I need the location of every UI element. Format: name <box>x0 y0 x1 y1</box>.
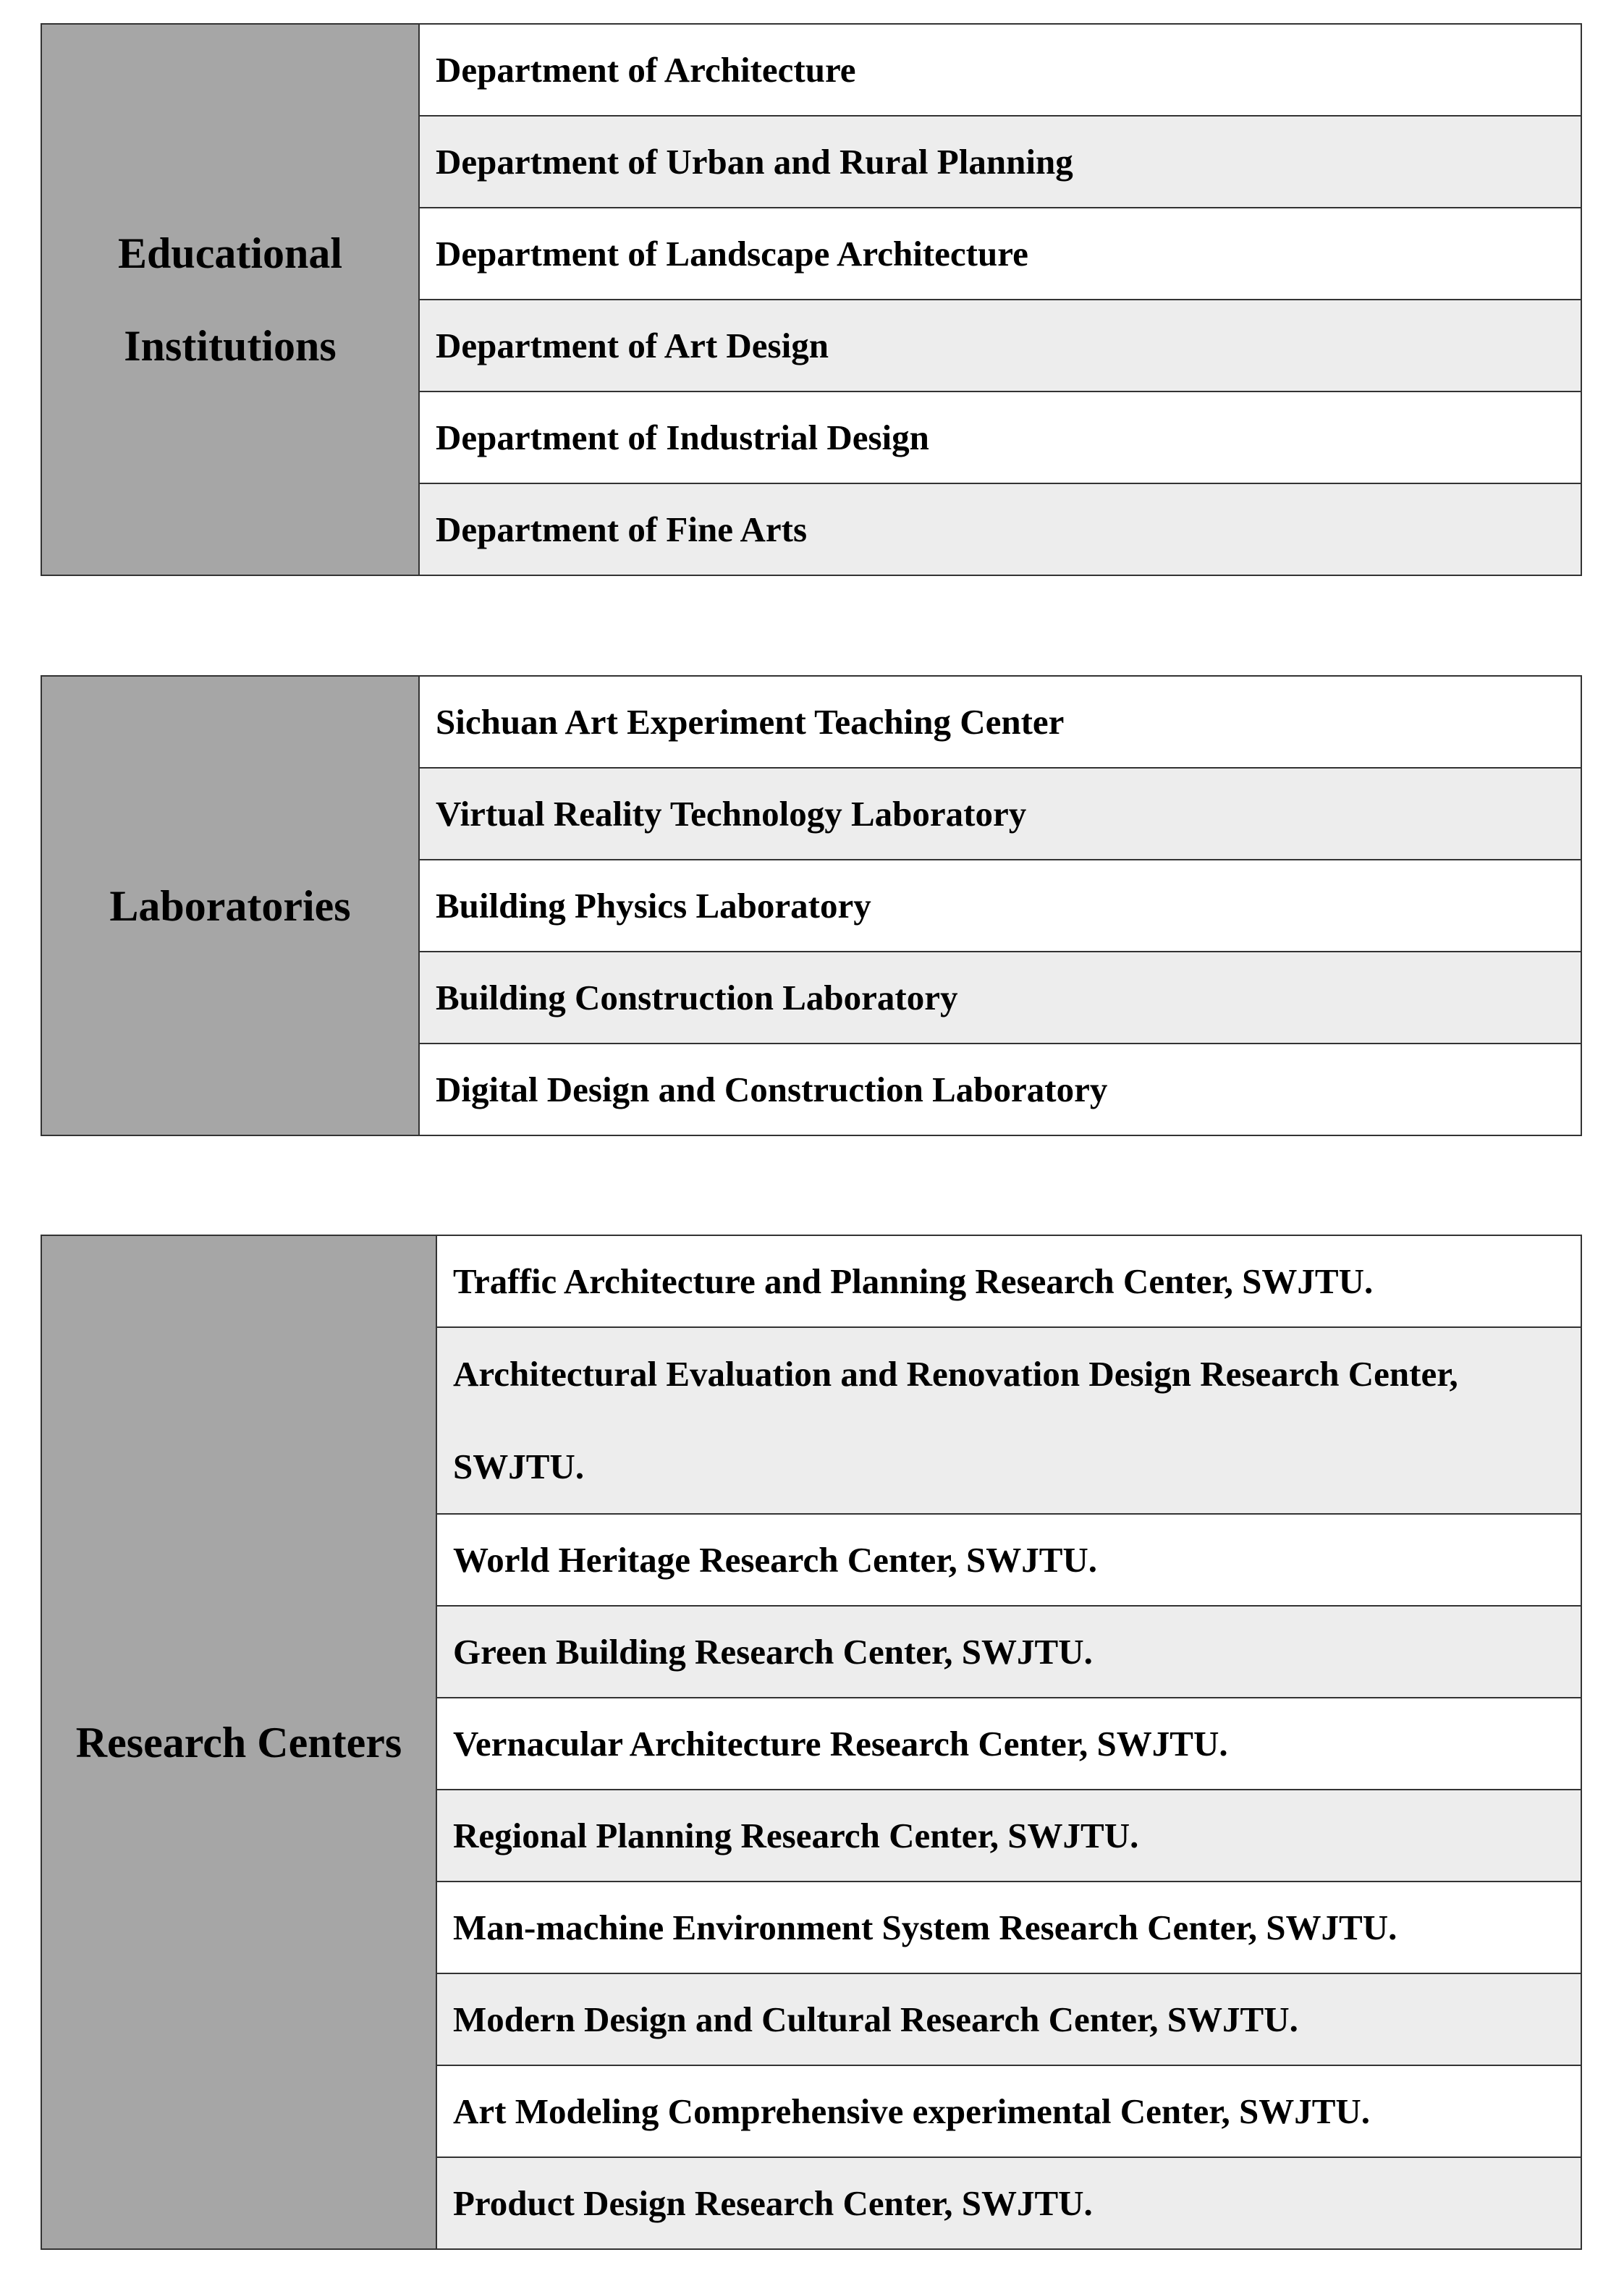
list-item: Green Building Research Center, SWJTU. <box>436 1605 1582 1698</box>
table-row: Regional Planning Research Center, SWJTU… <box>41 1789 1582 1882</box>
group-table: Research Centers Traffic Architecture and… <box>41 1235 1582 2250</box>
list-item: Department of Art Design <box>418 299 1582 392</box>
group-label-line: Institutions <box>124 322 337 370</box>
list-item: Department of Architecture <box>418 23 1582 117</box>
list-item: Digital Design and Construction Laborato… <box>418 1043 1582 1136</box>
list-item: Modern Design and Cultural Research Cent… <box>436 1973 1582 2066</box>
list-item: Regional Planning Research Center, SWJTU… <box>436 1789 1582 1882</box>
table-row: Building Construction Laboratory <box>41 951 1582 1044</box>
table-row: Research Centers Traffic Architecture and… <box>41 1235 1582 2250</box>
group-label: Laboratories <box>41 675 420 1136</box>
table-row: Laboratories Sichuan Art Experiment Teach… <box>41 675 1582 1136</box>
list-item: Virtual Reality Technology Laboratory <box>418 767 1582 860</box>
list-item: Department of Fine Arts <box>418 483 1582 576</box>
table-row: Modern Design and Cultural Research Cent… <box>41 1973 1582 2066</box>
table-row: Building Physics Laboratory <box>41 859 1582 952</box>
table-row: Department of Urban and Rural Planning <box>41 115 1582 208</box>
table-row: Department of Industrial Design <box>41 391 1582 484</box>
table-row: Department of Art Design <box>41 299 1582 392</box>
list-item: Vernacular Architecture Research Center,… <box>436 1697 1582 1790</box>
list-item: Sichuan Art Experiment Teaching Center <box>418 675 1582 769</box>
group-table: Laboratories Sichuan Art Experiment Teach… <box>41 675 1582 1136</box>
list-item: Department of Landscape Architecture <box>418 207 1582 300</box>
group-label-line: Educational <box>117 229 343 277</box>
list-item: Department of Urban and Rural Planning <box>418 115 1582 208</box>
table-row: Department of Fine Arts <box>41 483 1582 576</box>
group-label-line: Laboratories <box>109 881 351 930</box>
list-item: Product Design Research Center, SWJTU. <box>436 2157 1582 2250</box>
list-item: Building Physics Laboratory <box>418 859 1582 952</box>
table-row: Virtual Reality Technology Laboratory <box>41 767 1582 860</box>
table-row: Educational Institutions Department of Arc… <box>41 23 1582 576</box>
list-item: Traffic Architecture and Planning Resear… <box>436 1235 1582 1328</box>
list-item: Architectural Evaluation and Renovation … <box>436 1326 1582 1515</box>
table-row: Department of Landscape Architecture <box>41 207 1582 300</box>
list-item: World Heritage Research Center, SWJTU. <box>436 1513 1582 1607</box>
group-table: Educational Institutions Department of Arc… <box>41 23 1582 576</box>
table-row: Man-machine Environment System Research … <box>41 1881 1582 1974</box>
list-item: Man-machine Environment System Research … <box>436 1881 1582 1974</box>
list-item: Department of Industrial Design <box>418 391 1582 484</box>
table-row: Architectural Evaluation and Renovation … <box>41 1326 1582 1515</box>
group-label: Educational Institutions <box>41 23 420 576</box>
group-label: Research Centers <box>41 1235 437 2250</box>
group-label-line: Research Centers <box>75 1718 402 1766</box>
table-row: World Heritage Research Center, SWJTU. <box>41 1513 1582 1607</box>
table-row: Product Design Research Center, SWJTU. <box>41 2157 1582 2250</box>
table-row: Vernacular Architecture Research Center,… <box>41 1697 1582 1790</box>
table-row: Art Modeling Comprehensive experimental … <box>41 2065 1582 2158</box>
list-item: Building Construction Laboratory <box>418 951 1582 1044</box>
table-row: Green Building Research Center, SWJTU. <box>41 1605 1582 1698</box>
list-item: Art Modeling Comprehensive experimental … <box>436 2065 1582 2158</box>
table-row: Digital Design and Construction Laborato… <box>41 1043 1582 1136</box>
